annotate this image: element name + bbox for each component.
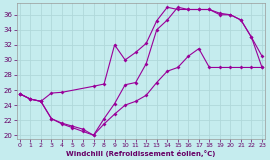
X-axis label: Windchill (Refroidissement éolien,°C): Windchill (Refroidissement éolien,°C)	[66, 150, 216, 156]
